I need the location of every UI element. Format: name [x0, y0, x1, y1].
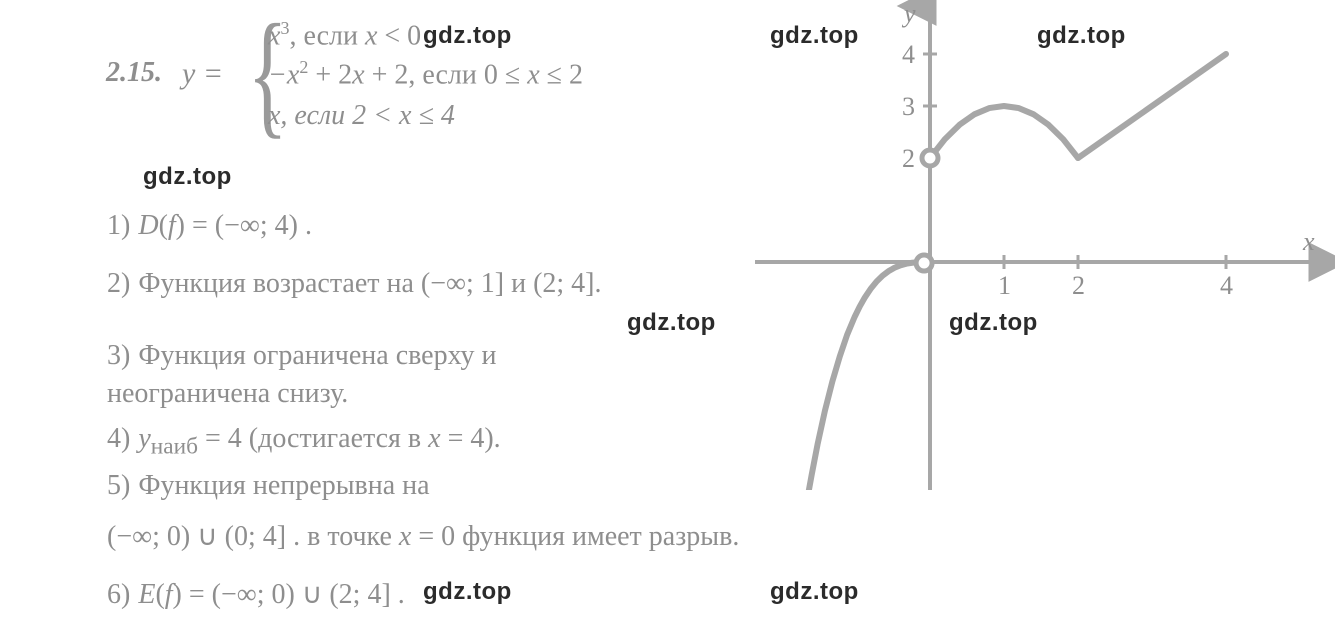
- watermark-3: gdz.top: [423, 22, 512, 50]
- answer-line-3: неограничена снизу.: [107, 378, 348, 410]
- svg-text:1: 1: [998, 271, 1011, 300]
- svg-text:3: 3: [902, 92, 915, 121]
- svg-text:y: y: [901, 0, 916, 28]
- svg-text:4: 4: [1220, 271, 1233, 300]
- svg-text:2: 2: [1072, 271, 1085, 300]
- svg-text:x: x: [1302, 227, 1315, 256]
- answer-line-1: 2)Функция возрастает на (−∞; 1] и (2; 4]…: [107, 268, 602, 300]
- page-root: 2.15. y = { x3, если x < 0−x2 + 2x + 2, …: [0, 0, 1336, 618]
- graph-panel: y x 1 2 4 2 3 4: [755, 0, 1335, 490]
- answer-line-6: (−∞; 0) ∪ (0; 4] . в точке x = 0 функция…: [107, 519, 739, 553]
- piecewise-row-0: x3, если x < 0: [268, 18, 421, 52]
- watermark-7: gdz.top: [770, 578, 859, 606]
- svg-text:2: 2: [902, 144, 915, 173]
- answer-line-2: 3)Функция ограничена сверху и: [107, 340, 497, 372]
- svg-text:4: 4: [902, 40, 915, 69]
- piecewise-row-1: −x2 + 2x + 2, если 0 ≤ x ≤ 2: [268, 57, 583, 91]
- watermark-4: gdz.top: [627, 309, 716, 337]
- problem-number: 2.15.: [106, 57, 162, 89]
- answer-line-7: 6)E(f) = (−∞; 0) ∪ (2; 4] .: [107, 577, 405, 611]
- answer-line-5: 5)Функция непрерывна на: [107, 470, 430, 502]
- piecewise-row-2: x, если 2 < x ≤ 4: [268, 100, 455, 132]
- equation-lhs: y =: [182, 57, 223, 91]
- graph-svg: y x 1 2 4 2 3 4: [755, 0, 1335, 490]
- answer-line-4: 4)yнаиб = 4 (достигается в x = 4).: [107, 423, 501, 461]
- answer-line-0: 1)D(f) = (−∞; 4) .: [107, 210, 312, 242]
- watermark-6: gdz.top: [423, 578, 512, 606]
- watermark-2: gdz.top: [143, 163, 232, 191]
